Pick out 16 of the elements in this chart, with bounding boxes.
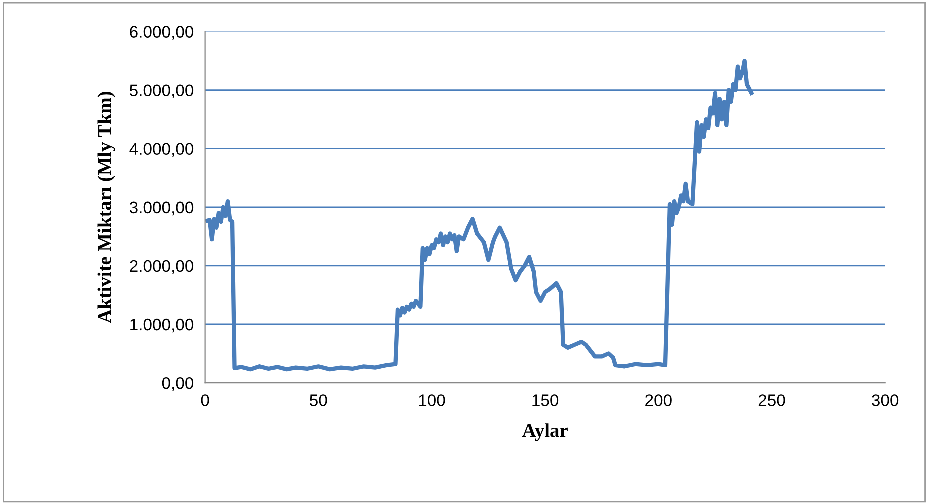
- x-tick-label: 250: [758, 394, 786, 406]
- y-tick-label: 5.000,00: [130, 84, 194, 98]
- y-tick-label: 0,00: [162, 377, 194, 392]
- y-tick-label: 2.000,00: [130, 260, 194, 274]
- y-tick-label: 3.000,00: [130, 202, 194, 216]
- x-tick-label: 50: [310, 394, 328, 406]
- x-tick-label: 200: [646, 394, 672, 406]
- y-axis-title: Aktivite Miktarı (Mly Tkm): [98, 92, 116, 324]
- y-tick-label: 1.000,00: [130, 318, 194, 333]
- y-tick-label: 4.000,00: [130, 143, 194, 158]
- y-tick-label: 6.000,00: [130, 26, 194, 40]
- x-tick-label: 0: [201, 394, 210, 406]
- x-tick-label: 100: [419, 394, 446, 406]
- x-tick-label: 300: [872, 394, 899, 406]
- x-axis-title: Aylar: [522, 424, 568, 442]
- x-tick-label: 150: [532, 394, 559, 406]
